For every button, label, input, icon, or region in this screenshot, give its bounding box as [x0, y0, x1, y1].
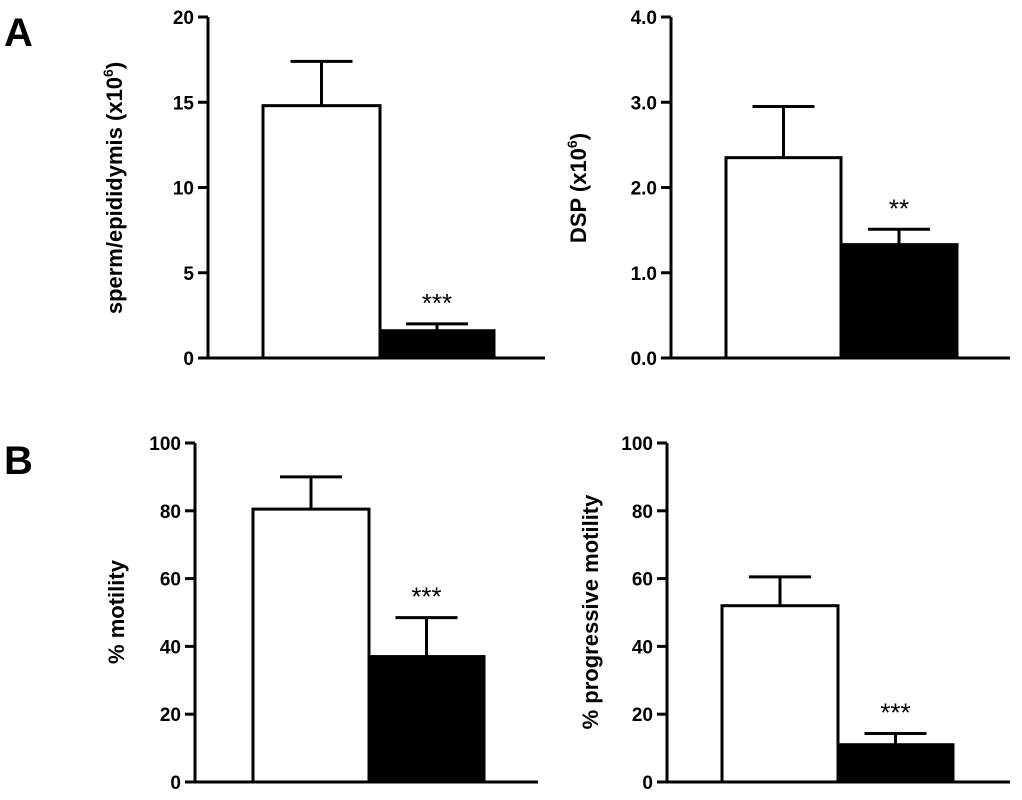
y-tick-label: 0	[642, 773, 653, 794]
chart-4: *** 0 20 40 60 80 100 % progressive motility	[578, 434, 1010, 794]
y-tick-label: 100	[621, 434, 653, 455]
y-axis-label-main: % motility	[104, 559, 129, 664]
bar	[367, 655, 486, 784]
y-axis-label: DSP (x106)	[564, 133, 591, 243]
panel-label-a: A	[4, 11, 33, 55]
y-tick-label: 80	[632, 502, 653, 523]
bar	[839, 243, 959, 360]
y-tick-label: 2.0	[631, 179, 657, 200]
bar	[836, 743, 955, 784]
bar	[378, 329, 496, 360]
y-axis-label-main: sperm/epididymis (x10	[102, 77, 127, 314]
significance-label: **	[889, 193, 909, 223]
y-axis-label-close: )	[566, 133, 591, 140]
y-tick-label: 0.0	[631, 349, 657, 370]
significance-label: ***	[422, 288, 452, 318]
y-tick-label: 40	[160, 637, 181, 658]
y-axis-label-close: )	[102, 62, 127, 69]
chart-2: ** 0.0 1.0 2.0 3.0 4.0 DSP (x106)	[564, 8, 1010, 370]
y-axis-label-main: DSP (x10	[566, 148, 591, 243]
y-tick-label: 40	[632, 637, 653, 658]
y-tick-label: 20	[160, 705, 181, 726]
bar	[720, 604, 840, 784]
y-tick-label: 0	[183, 349, 194, 370]
panel-label-b: B	[4, 439, 33, 483]
y-axis-label: % progressive motility	[578, 494, 603, 730]
y-tick-label: 4.0	[631, 8, 657, 29]
y-tick-label: 60	[160, 570, 181, 591]
y-tick-label: 80	[160, 502, 181, 523]
y-tick-label: 60	[632, 570, 653, 591]
bar	[724, 156, 843, 360]
y-tick-label: 15	[173, 93, 195, 114]
y-tick-label: 5	[183, 264, 194, 285]
significance-label: ***	[880, 698, 910, 728]
y-tick-label: 1.0	[631, 264, 657, 285]
y-axis-label-main: % progressive motility	[578, 494, 603, 730]
significance-label: ***	[411, 582, 441, 612]
y-tick-label: 100	[149, 434, 181, 455]
y-axis-label: sperm/epididymis (x106)	[100, 62, 127, 314]
bar	[261, 104, 382, 360]
chart-3: *** 0 20 40 60 80 100 % motility	[104, 434, 538, 794]
y-axis-label-superscript: 6	[564, 140, 580, 148]
y-tick-label: 20	[632, 705, 653, 726]
y-tick-label: 3.0	[631, 93, 657, 114]
chart-1: *** 0 5 10 15 20 sperm/epididymis (x106)	[100, 8, 545, 370]
y-axis-label-superscript: 6	[100, 69, 116, 77]
y-tick-label: 20	[173, 8, 194, 29]
y-tick-label: 10	[173, 179, 194, 200]
y-axis-label: % motility	[104, 559, 129, 664]
y-tick-label: 0	[170, 773, 181, 794]
bar	[251, 507, 371, 784]
